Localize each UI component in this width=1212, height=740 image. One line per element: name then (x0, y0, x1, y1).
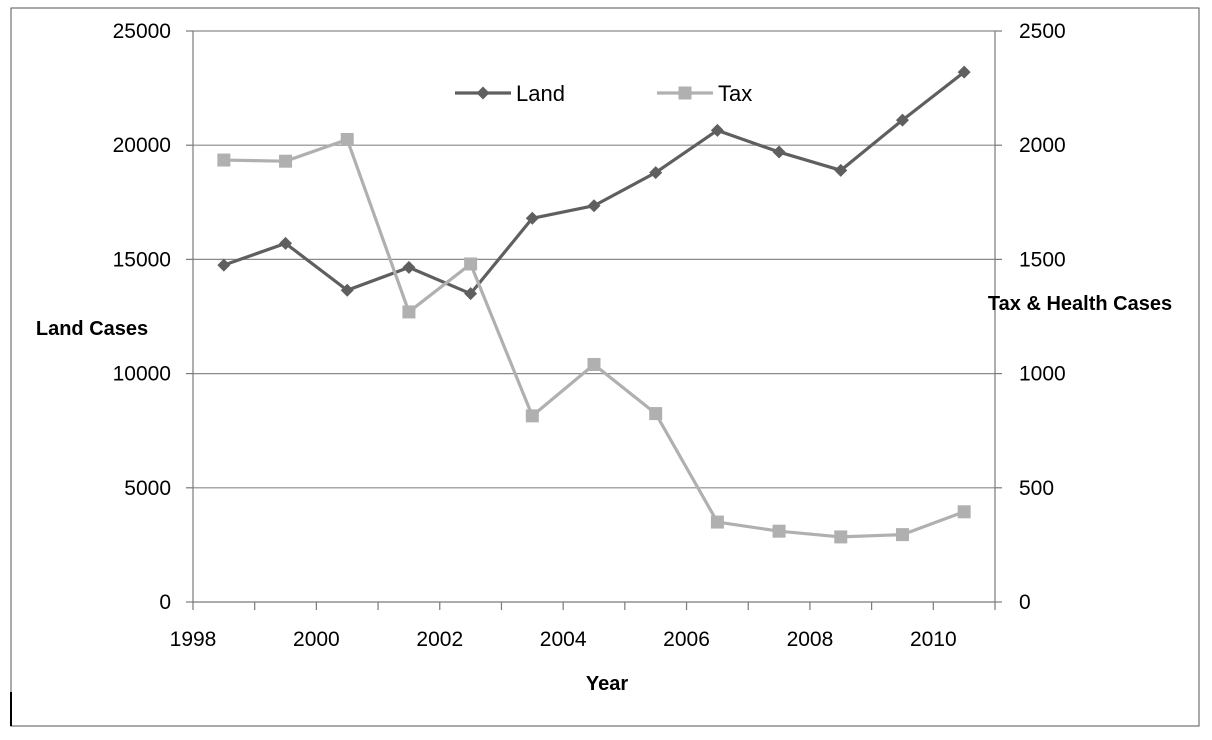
x-tick-label: 2006 (663, 628, 710, 651)
y-tick-label: 5000 (124, 477, 171, 500)
tax-point (525, 409, 539, 423)
x-axis-title: Year (586, 673, 628, 695)
y2-axis-title: Tax & Health Cases (988, 293, 1172, 315)
tax-point (464, 257, 478, 271)
land-point (402, 260, 416, 274)
y-tick-label: 15000 (113, 248, 171, 271)
y2-tick-label: 1500 (1019, 248, 1066, 271)
land-point (525, 211, 539, 225)
legend-item-tax: Tax (657, 81, 752, 106)
land-point (772, 145, 786, 159)
tax-point (217, 153, 231, 167)
x-tick-label: 2002 (416, 628, 463, 651)
land-point (587, 199, 601, 213)
tax-point (772, 524, 786, 538)
land-point (279, 236, 293, 250)
x-tick-label: 1998 (170, 628, 217, 651)
legend-item-land: Land (455, 81, 565, 106)
y-axis-title: Land Cases (36, 318, 148, 340)
land-point (464, 287, 478, 301)
land-point (340, 283, 354, 297)
series-tax (217, 132, 971, 544)
series-land (217, 65, 971, 301)
chart-frame (10, 7, 1200, 727)
y2-tick-label: 500 (1019, 477, 1054, 500)
legend-swatch-marker (678, 86, 692, 100)
y-tick-label: 25000 (113, 20, 171, 43)
series (217, 65, 971, 544)
land-point (649, 166, 663, 180)
land-point (957, 65, 971, 79)
y-tick-label: 0 (159, 591, 171, 614)
y2-tick-label: 0 (1019, 591, 1031, 614)
x-tick-label: 2010 (910, 628, 957, 651)
tax-point (834, 530, 848, 544)
tax-point (402, 305, 416, 319)
y2-tick-label: 2500 (1019, 20, 1066, 43)
tax-point (957, 505, 971, 519)
y2-tick-label: 1000 (1019, 363, 1066, 386)
tax-point (279, 154, 293, 168)
y-tick-label: 10000 (113, 363, 171, 386)
x-tick-label: 2008 (787, 628, 834, 651)
land-point (217, 258, 231, 272)
tax-point (710, 515, 724, 529)
land-point (834, 163, 848, 177)
land-point (895, 113, 909, 127)
tick-labels: 0 5000 10000 15000 20000 25000 0 500 1000 1500 200… (113, 20, 1066, 651)
tax-point (895, 528, 909, 542)
legend: Land Tax (455, 81, 752, 106)
x-tick-label: 2004 (540, 628, 587, 651)
tax-point (340, 132, 354, 146)
tax-point (587, 357, 601, 371)
y2-tick-label: 2000 (1019, 134, 1066, 157)
x-tick-label: 2000 (293, 628, 340, 651)
tax-point (649, 407, 663, 421)
legend-label: Tax (718, 81, 752, 106)
land-point (710, 123, 724, 137)
y-tick-label: 20000 (113, 134, 171, 157)
axes (186, 30, 1002, 610)
legend-label: Land (516, 81, 565, 106)
legend-swatch-marker (476, 86, 490, 100)
